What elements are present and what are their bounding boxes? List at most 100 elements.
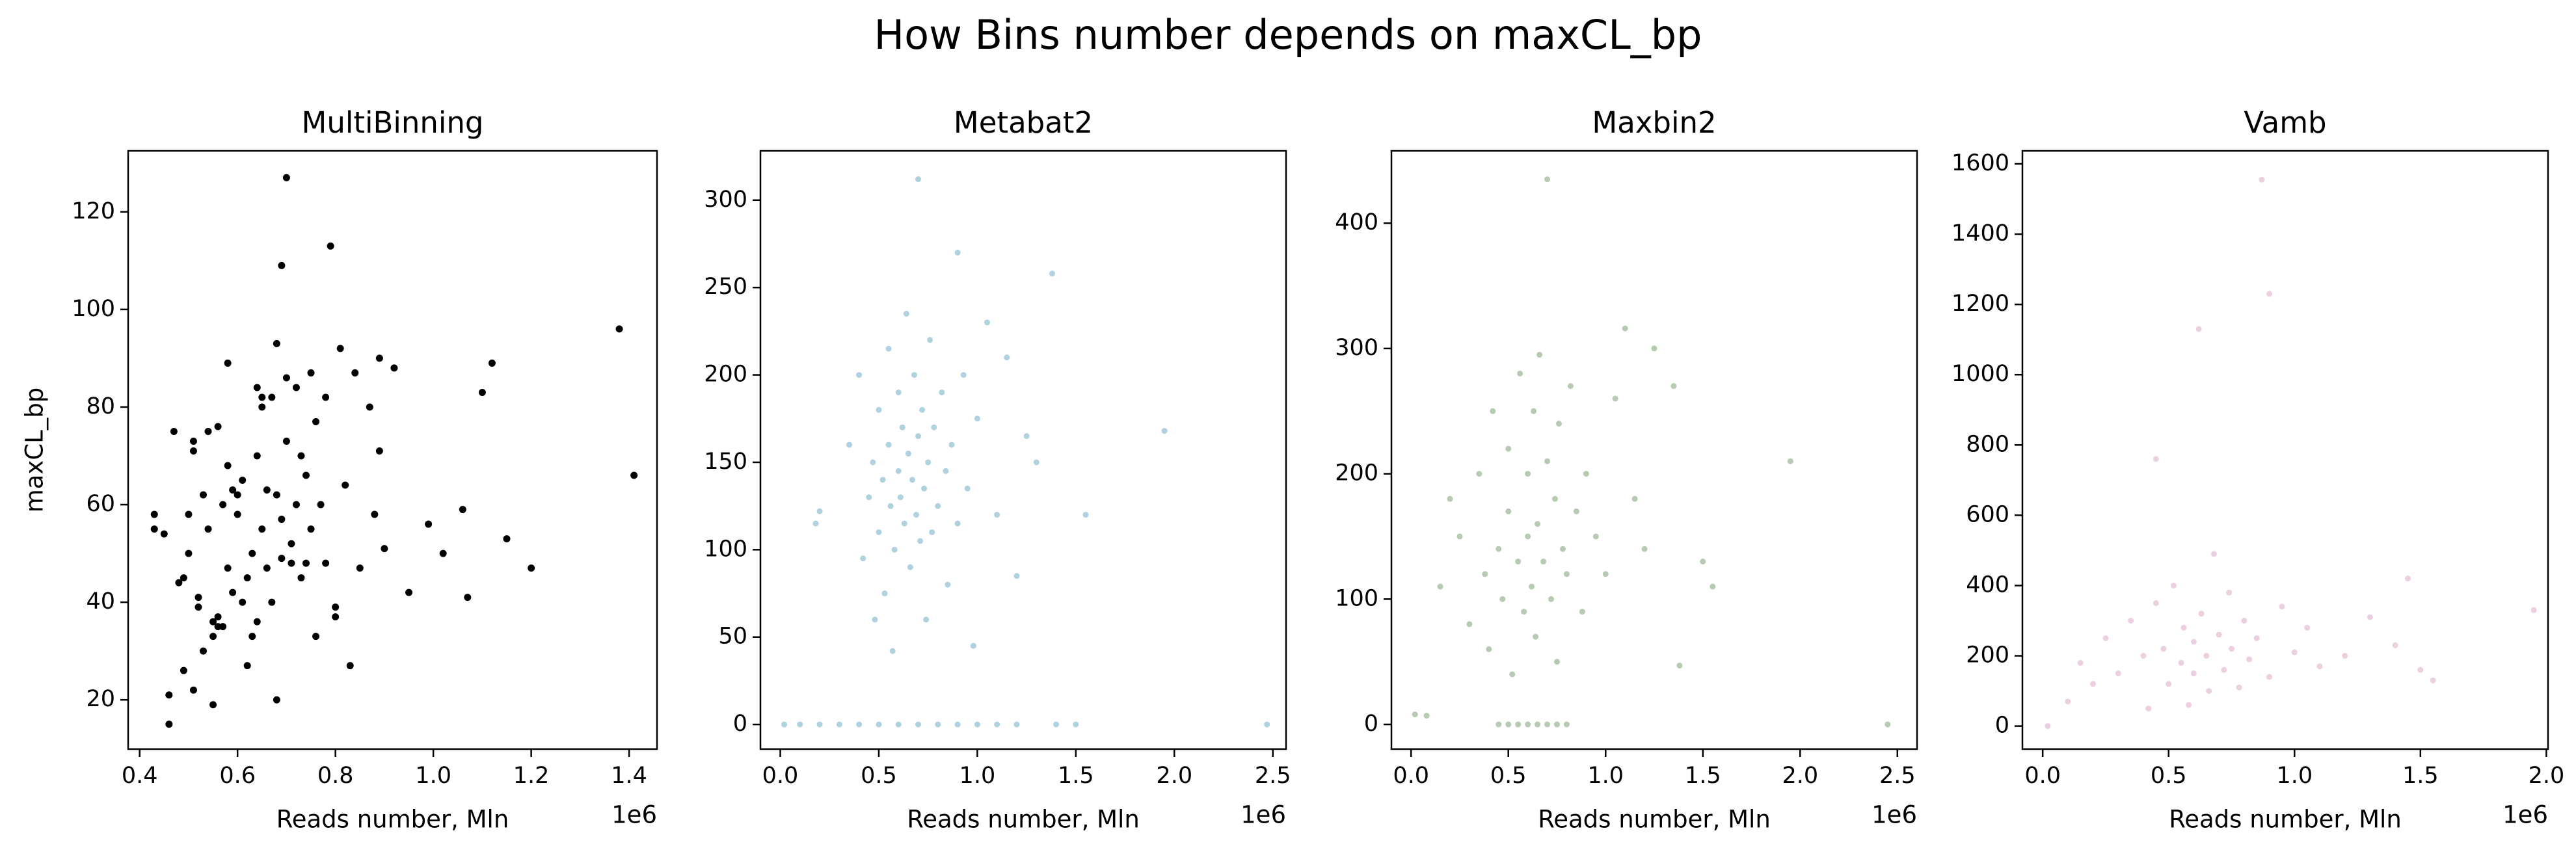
point [263,564,271,572]
point [879,477,886,483]
point [375,447,383,455]
point [1466,621,1473,628]
point [253,618,261,626]
point [923,616,930,623]
y-tick-label: 20 [86,686,115,712]
point [970,642,976,649]
point [887,503,894,509]
point [1505,508,1512,514]
x-offset-label: 1e6 [2502,801,2548,829]
point [954,520,961,527]
point [263,486,271,494]
point [2430,677,2436,683]
x-tick-label: 1.0 [415,763,451,789]
x-tick-label: 0.5 [861,763,897,789]
point [160,530,168,538]
point [214,623,222,631]
point [224,564,232,572]
y-tick-label: 400 [1966,572,2009,598]
point [915,176,922,183]
x-tick-label: 1.4 [611,763,647,789]
point [1521,609,1527,615]
point [984,319,991,326]
point [2180,624,2187,631]
point [282,437,290,445]
plot-area [150,174,638,728]
point [872,616,878,623]
point [224,462,232,469]
point [2417,667,2424,673]
point [919,406,926,413]
point [1536,352,1543,358]
point [243,662,251,670]
point [1533,633,1539,640]
figure-title: How Bins number depends on maxCL_bp [874,11,1702,59]
point [954,249,961,256]
point [2045,723,2051,730]
point [268,393,276,401]
y-tick-label: 1400 [1952,220,2009,246]
point [278,555,286,562]
subplot-title: Maxbin2 [1592,105,1716,140]
point [180,667,187,674]
point [1676,662,1683,668]
y-tick-label: 0 [1995,713,2009,739]
point [165,720,173,728]
point [214,613,222,621]
point [253,452,261,460]
point [297,452,305,460]
point [170,427,178,435]
point [258,403,266,411]
point [885,345,892,352]
point [209,701,217,709]
point [243,574,251,582]
point [297,574,305,582]
point [439,549,447,557]
point [1529,583,1535,590]
x-tick-label: 2.5 [1255,763,1291,789]
x-axis-label: Reads number, Mln [276,806,509,834]
point [1456,533,1463,540]
point [302,559,310,567]
point [897,494,904,501]
point [273,696,280,704]
point [1885,721,1891,728]
point [899,424,906,430]
point [1553,721,1560,728]
point [2392,642,2398,648]
point [253,384,261,391]
point [905,451,911,457]
point [288,540,295,548]
point [180,574,187,582]
point [2128,617,2134,624]
point [1631,496,1638,502]
point [189,447,197,455]
point [1651,345,1657,352]
point [165,691,173,699]
y-tick-label: 100 [72,296,115,322]
point [2170,582,2177,588]
point [332,603,340,611]
plot-area [1412,176,1891,728]
x-tick-label: 0.0 [1393,763,1429,789]
point [925,459,932,466]
point [258,525,266,533]
point [1622,325,1628,332]
point [327,242,334,250]
point [1509,671,1516,678]
point [239,477,247,484]
point [2342,653,2348,659]
point [273,491,280,499]
point [425,520,433,528]
point [204,427,212,435]
point [2259,176,2265,183]
point [322,559,330,567]
point [915,433,922,440]
point [219,501,227,509]
point [189,686,197,694]
point [1437,583,1443,590]
x-tick-label: 2.0 [2529,763,2565,789]
point [239,598,247,606]
point [1486,646,1492,652]
x-tick-label: 2.5 [1879,763,1916,789]
